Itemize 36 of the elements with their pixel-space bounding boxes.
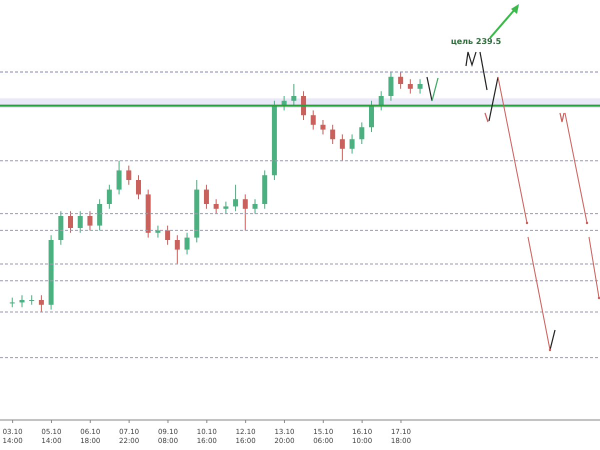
- candlestick: [116, 160, 122, 195]
- candlestick: [19, 294, 24, 308]
- candlestick: [38, 294, 44, 312]
- candlestick: [204, 184, 209, 210]
- candlestick: [214, 198, 219, 214]
- candlestick: [87, 210, 92, 231]
- candlestick: [359, 122, 364, 144]
- candlestick: [126, 165, 132, 186]
- candlestick: [10, 297, 15, 308]
- candlestick: [165, 225, 170, 246]
- candlestick: [97, 198, 102, 231]
- candlestick: [58, 210, 64, 246]
- candlestick: [68, 210, 74, 234]
- candlestick: [368, 100, 374, 132]
- candlestick: [242, 194, 248, 231]
- candlestick: [310, 110, 316, 130]
- candlestick: [106, 184, 112, 210]
- candlestick: [408, 78, 413, 94]
- candlestick: [350, 134, 355, 154]
- candlestick: [233, 184, 238, 212]
- candlestick: [388, 72, 394, 102]
- candlestick: [418, 78, 423, 94]
- candlestick: [340, 134, 345, 162]
- candlestick: [320, 120, 326, 135]
- candlestick: [78, 210, 83, 234]
- candlestick: [174, 234, 180, 264]
- candlestick: [155, 225, 160, 238]
- candlestick: [252, 198, 258, 214]
- candlestick: [398, 72, 404, 90]
- candlestick: [184, 232, 190, 255]
- candlestick: [136, 174, 141, 200]
- candlestick: [330, 124, 336, 144]
- candlestick: [29, 294, 34, 306]
- text: цель 239.5: [450, 37, 502, 46]
- candlestick: [223, 201, 228, 214]
- candlestick: [291, 84, 296, 106]
